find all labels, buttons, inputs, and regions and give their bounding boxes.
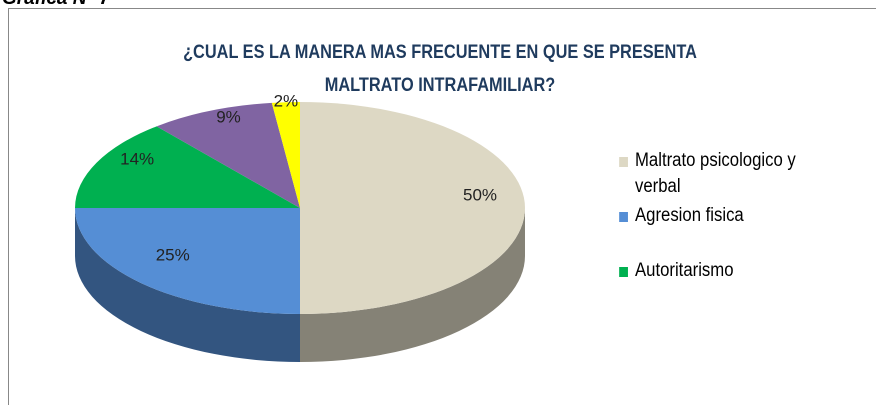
slice [300, 102, 525, 314]
slice [75, 126, 300, 208]
data-label: 9% [216, 108, 241, 127]
legend-entry: Autoritarismo [619, 258, 837, 284]
slice-side [300, 208, 525, 362]
data-label: 14% [120, 149, 154, 168]
legend-entry: Agresion fisica [619, 203, 837, 229]
caption: Gráfica N° 7 [2, 0, 110, 10]
data-label: 50% [463, 185, 497, 204]
legend-label: Autoritarismo [635, 260, 734, 281]
data-label: 25% [156, 245, 190, 264]
data-label: 2% [274, 92, 299, 111]
legend-label: Maltrato psicologico y verbal [635, 150, 796, 197]
chart-frame [8, 8, 876, 405]
legend-swatch [619, 212, 628, 222]
slice [156, 102, 300, 208]
legend-entry: Maltrato psicologico y verbal [619, 148, 837, 200]
legend-label: Agresion fisica [635, 205, 744, 226]
legend-swatch [619, 267, 628, 277]
slice [75, 208, 300, 314]
slice-side [75, 208, 300, 362]
legend-swatch [619, 157, 628, 167]
slice [271, 102, 300, 208]
chart-title: ¿CUAL ES LA MANERA MAS FRECUENTE EN QUE … [183, 42, 697, 96]
